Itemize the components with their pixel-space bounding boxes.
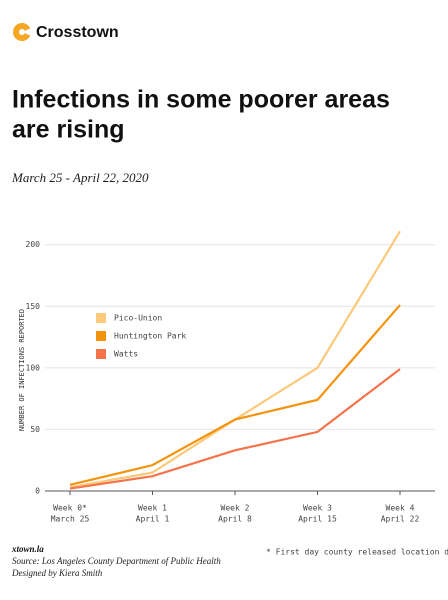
brand: Crosstown [36,24,119,41]
series-line [69,368,401,490]
logo [13,23,32,41]
y-tick-label: 0 [35,487,40,496]
chart-title: are rising [12,116,125,144]
legend-label: Pico-Union [114,314,162,323]
y-tick-label: 200 [26,240,41,249]
x-tick-sublabel: March 25 [51,515,90,524]
series-line [69,230,401,489]
x-tick-label: Week 1 [138,504,167,513]
x-tick-sublabel: April 8 [218,515,252,524]
legend-swatch [96,313,106,323]
x-tick-sublabel: April 15 [298,515,337,524]
legend-label: Watts [114,350,138,359]
credit: Designed by Kiera Smith [11,568,103,578]
x-tick-label: Week 0* [53,504,87,513]
legend-label: Huntington Park [114,332,186,341]
source: Source: Los Angeles County Department of… [12,556,221,566]
legend-swatch [96,331,106,341]
chart-subtitle: March 25 - April 22, 2020 [11,170,149,185]
x-tick-sublabel: April 1 [136,515,170,524]
y-tick-label: 50 [30,425,40,434]
x-tick-sublabel: April 22 [381,515,420,524]
chart-title: Infections in some poorer areas [12,86,390,114]
x-tick-label: Week 4 [386,504,415,513]
x-tick-label: Week 3 [303,504,332,513]
legend-swatch [96,349,106,359]
series-line [69,304,401,486]
x-tick-label: Week 2 [221,504,250,513]
site: xtown.la [11,544,44,554]
y-tick-label: 100 [26,363,41,372]
y-axis-title: NUMBER OF INFECTIONS REPORTED [18,309,26,431]
y-tick-label: 150 [26,302,41,311]
footnote: * First day county released location dat… [266,548,448,557]
